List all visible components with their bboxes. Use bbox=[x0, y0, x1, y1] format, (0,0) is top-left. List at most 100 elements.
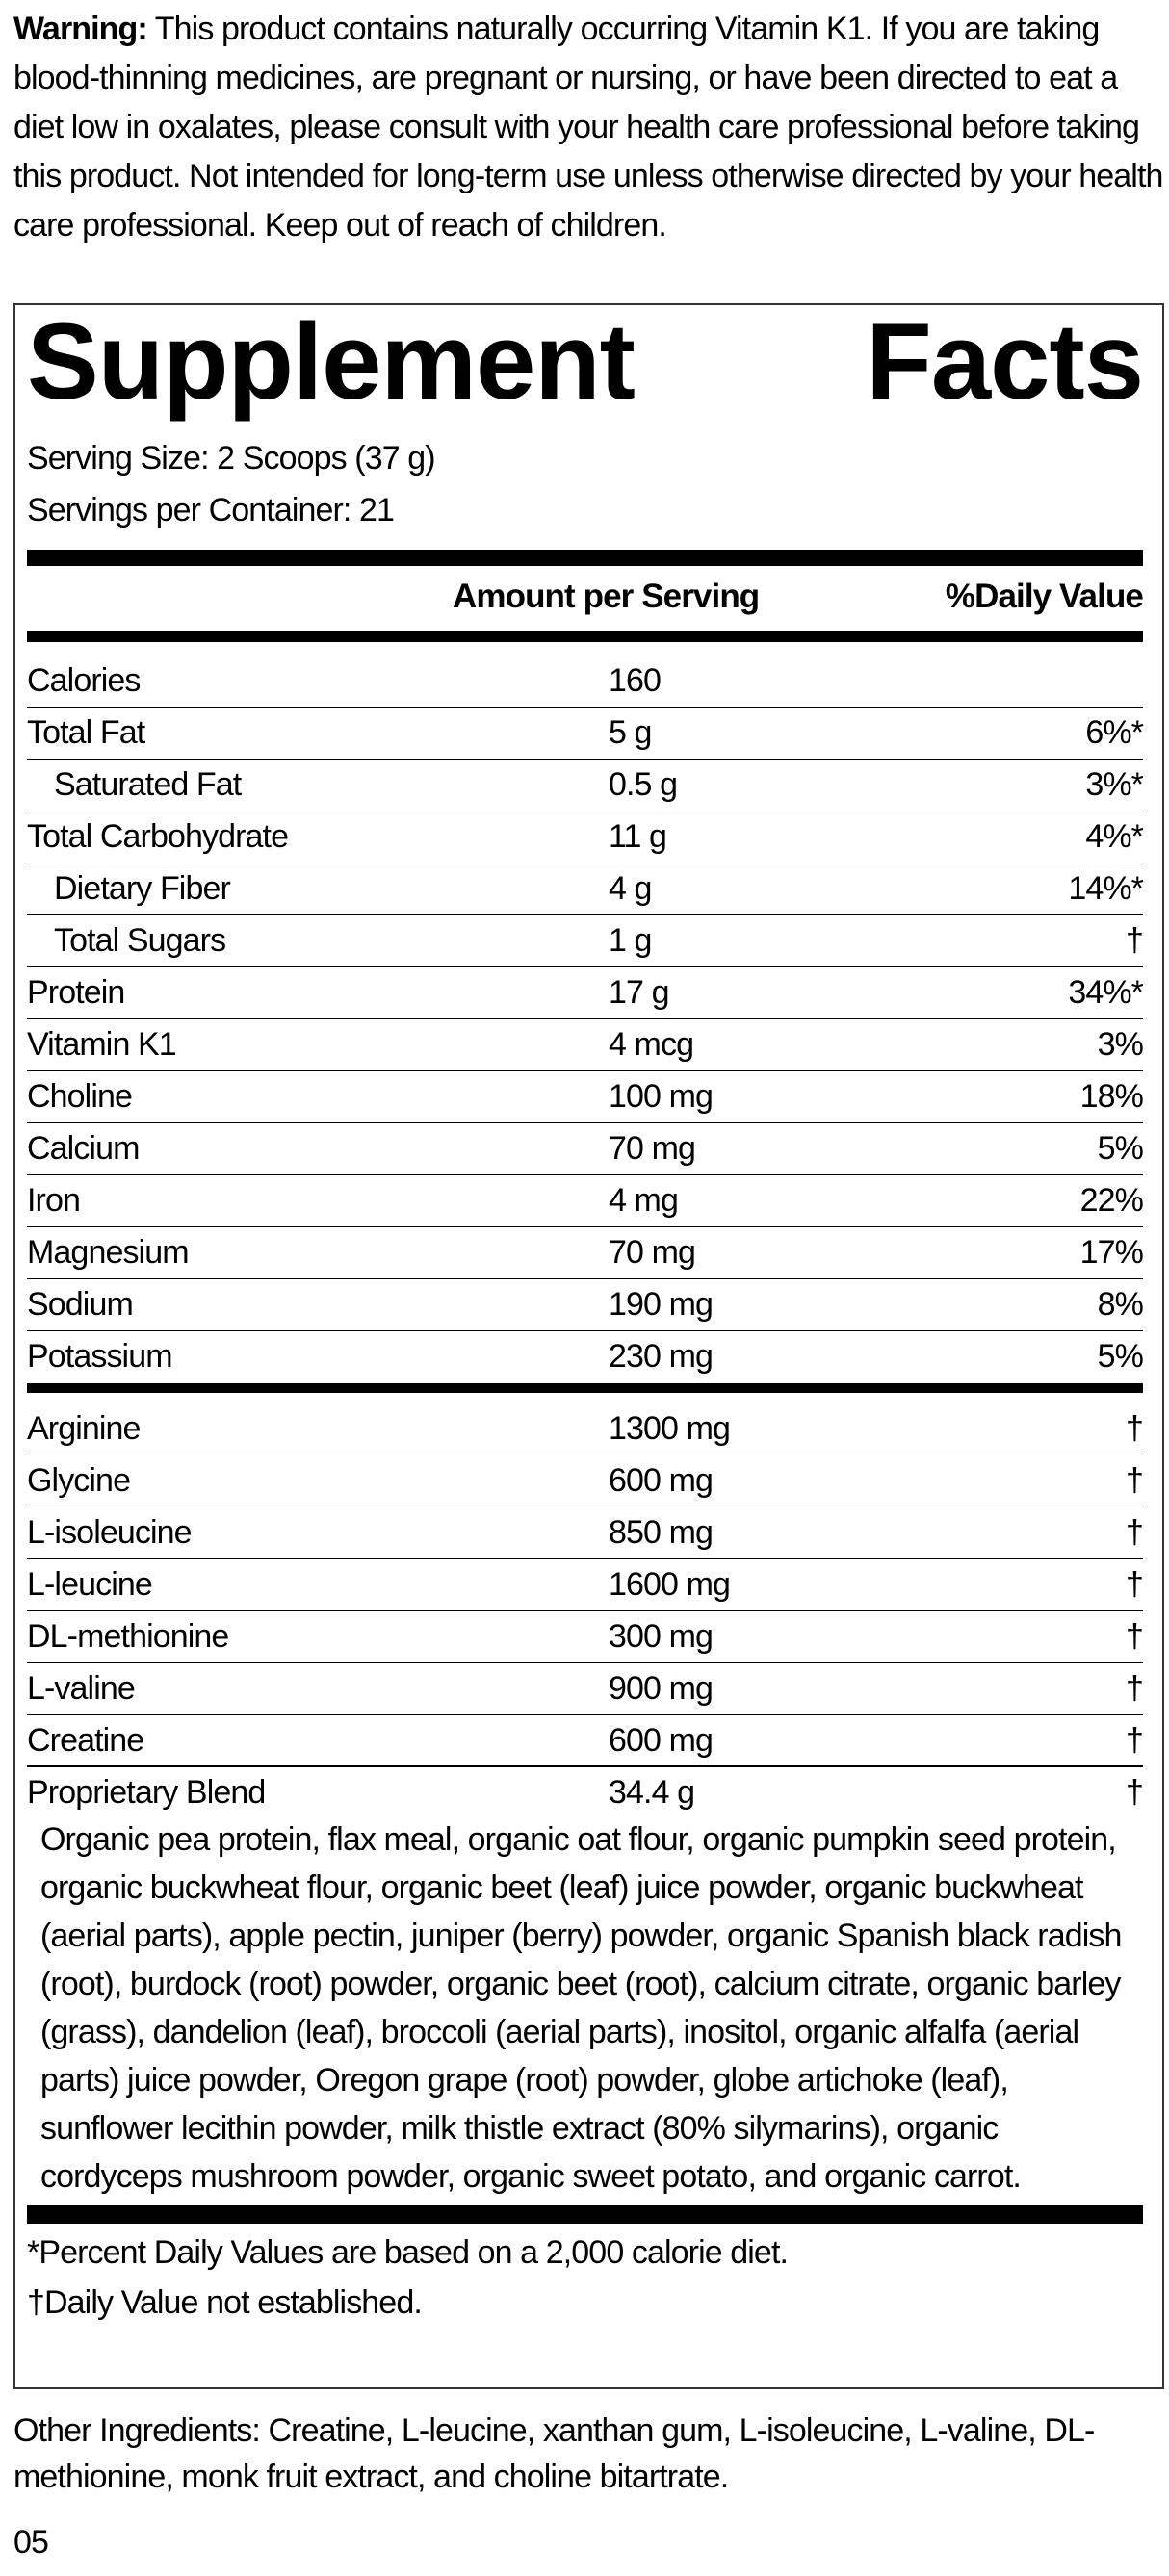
table-row: Iron 4 mg 22% bbox=[27, 1175, 1144, 1227]
nutrient-name: Vitamin K1 bbox=[27, 1026, 177, 1063]
nutrient-daily-value: † bbox=[1125, 1462, 1144, 1499]
nutrient-name: Magnesium bbox=[27, 1234, 190, 1271]
table-row: Total Fat 5 g 6%* bbox=[27, 708, 1144, 760]
nutrient-amount: 300 mg bbox=[609, 1618, 714, 1655]
nutrient-daily-value: 17% bbox=[1079, 1234, 1144, 1271]
nutrient-amount: 70 mg bbox=[609, 1130, 696, 1167]
nutrient-rows: Calories 160 Total Fat 5 g 6%* Saturated Fat 0… bbox=[27, 656, 1144, 1383]
table-row: Total Sugars 1 g † bbox=[27, 915, 1144, 967]
nutrient-daily-value: † bbox=[1125, 1722, 1144, 1759]
nutrient-daily-value: 4%* bbox=[1085, 818, 1144, 855]
nutrient-amount: 230 mg bbox=[609, 1338, 714, 1375]
blend-dv: † bbox=[1125, 1774, 1144, 1811]
nutrient-name: L-isoleucine bbox=[27, 1514, 193, 1551]
nutrient-daily-value: 5% bbox=[1097, 1130, 1144, 1167]
warning-body: This product contains naturally occurrin… bbox=[13, 11, 1163, 244]
nutrient-amount: 0.5 g bbox=[609, 766, 678, 803]
panel-title: Supplement Facts bbox=[27, 301, 1144, 422]
nutrient-daily-value: 3%* bbox=[1085, 766, 1144, 803]
blend-amount: 34.4 g bbox=[609, 1774, 695, 1811]
nutrient-daily-value: † bbox=[1125, 1410, 1144, 1447]
blend-ingredients: Organic pea protein, flax meal, organic … bbox=[40, 1821, 1122, 2195]
nutrient-amount: 600 mg bbox=[609, 1722, 714, 1759]
nutrient-daily-value: † bbox=[1125, 1514, 1144, 1551]
serving-size: Serving Size: 2 Scoops (37 g) bbox=[27, 440, 436, 477]
table-header: Amount per Serving %Daily Value bbox=[27, 571, 1144, 623]
table-row: Sodium 190 mg 8% bbox=[27, 1279, 1144, 1331]
nutrient-daily-value: † bbox=[1125, 1566, 1144, 1603]
nutrient-amount: 600 mg bbox=[609, 1462, 714, 1499]
amino-acid-rows: Arginine 1300 mg † Glycine 600 mg † L-isoleuci… bbox=[27, 1404, 1144, 1767]
table-row: Arginine 1300 mg † bbox=[27, 1404, 1144, 1455]
table-row: Vitamin K1 4 mcg 3% bbox=[27, 1019, 1144, 1071]
nutrient-name: Iron bbox=[27, 1182, 81, 1219]
nutrient-amount: 850 mg bbox=[609, 1514, 714, 1551]
nutrient-name: Protein bbox=[27, 974, 125, 1011]
nutrient-amount: 100 mg bbox=[609, 1078, 714, 1115]
nutrient-daily-value: 22% bbox=[1079, 1182, 1144, 1219]
table-row: Dietary Fiber 4 g 14%* bbox=[27, 863, 1144, 915]
nutrient-name: Sodium bbox=[27, 1286, 134, 1323]
nutrient-amount: 1600 mg bbox=[609, 1566, 731, 1603]
table-row: Protein 17 g 34%* bbox=[27, 967, 1144, 1019]
table-row: Choline 100 mg 18% bbox=[27, 1071, 1144, 1123]
other-ingredients: Other Ingredients: Creatine, L-leucine, … bbox=[13, 2412, 1095, 2495]
nutrient-daily-value: † bbox=[1125, 922, 1144, 959]
warning-text: Warning: This product contains naturally… bbox=[13, 5, 1164, 250]
nutrient-name: Dietary Fiber bbox=[54, 870, 231, 907]
header-amount: Amount per Serving bbox=[453, 578, 760, 615]
divider-thick bbox=[27, 631, 1143, 642]
table-row: Glycine 600 mg † bbox=[27, 1455, 1144, 1507]
nutrient-amount: 160 bbox=[609, 662, 662, 699]
nutrient-daily-value: 18% bbox=[1079, 1078, 1144, 1115]
nutrient-amount: 190 mg bbox=[609, 1286, 714, 1323]
nutrient-amount: 900 mg bbox=[609, 1670, 714, 1707]
nutrient-name: Potassium bbox=[27, 1338, 173, 1375]
footnote-daily-values: *Percent Daily Values are based on a 2,0… bbox=[27, 2234, 789, 2271]
nutrient-name: Calcium bbox=[27, 1130, 140, 1167]
title-word-1: Supplement bbox=[27, 301, 636, 422]
nutrient-name: Total Fat bbox=[27, 714, 145, 751]
nutrient-amount: 5 g bbox=[609, 714, 652, 751]
header-daily-value: %Daily Value bbox=[945, 578, 1144, 615]
nutrient-daily-value: † bbox=[1125, 1670, 1144, 1707]
table-row: L-leucine 1600 mg † bbox=[27, 1559, 1144, 1611]
nutrient-daily-value: 5% bbox=[1097, 1338, 1144, 1375]
table-row: DL-methionine 300 mg † bbox=[27, 1611, 1144, 1663]
nutrient-daily-value: 3% bbox=[1097, 1026, 1144, 1063]
nutrient-name: Arginine bbox=[27, 1410, 141, 1447]
product-code: 05 bbox=[13, 2524, 49, 2561]
nutrient-daily-value: 6%* bbox=[1085, 714, 1144, 751]
servings-per-container: Servings per Container: 21 bbox=[27, 492, 395, 528]
divider-thick bbox=[27, 1383, 1143, 1393]
nutrient-name: Total Sugars bbox=[54, 922, 226, 959]
nutrient-name: Creatine bbox=[27, 1722, 144, 1759]
nutrient-amount: 17 g bbox=[609, 974, 669, 1011]
table-row: Saturated Fat 0.5 g 3%* bbox=[27, 760, 1144, 811]
nutrient-daily-value: 14%* bbox=[1068, 870, 1144, 907]
divider-thick bbox=[27, 2205, 1143, 2224]
table-row: Magnesium 70 mg 17% bbox=[27, 1227, 1144, 1279]
nutrient-amount: 4 mcg bbox=[609, 1026, 694, 1063]
table-row: L-valine 900 mg † bbox=[27, 1663, 1144, 1715]
footnote-not-established: †Daily Value not established. bbox=[27, 2284, 423, 2321]
warning-label: Warning: bbox=[13, 11, 148, 47]
nutrient-amount: 11 g bbox=[609, 818, 667, 855]
nutrient-name: Total Carbohydrate bbox=[27, 818, 289, 855]
table-row: Calories 160 bbox=[27, 656, 1143, 708]
table-row: Potassium 230 mg 5% bbox=[27, 1331, 1144, 1383]
nutrient-name: Choline bbox=[27, 1078, 133, 1115]
supplement-facts-panel: Supplement Facts Serving Size: 2 Scoops … bbox=[13, 303, 1164, 2389]
nutrient-name: DL-methionine bbox=[27, 1618, 229, 1655]
nutrient-name: L-leucine bbox=[27, 1566, 153, 1603]
table-row: Calcium 70 mg 5% bbox=[27, 1123, 1144, 1175]
divider-thick bbox=[27, 550, 1143, 566]
nutrient-amount: 4 mg bbox=[609, 1182, 679, 1219]
nutrient-name: Glycine bbox=[27, 1462, 131, 1499]
table-row: Creatine 600 mg † bbox=[27, 1715, 1144, 1767]
nutrient-amount: 1300 mg bbox=[609, 1410, 731, 1447]
nutrient-daily-value: † bbox=[1125, 1618, 1144, 1655]
nutrient-name: L-valine bbox=[27, 1670, 136, 1707]
table-row: Total Carbohydrate 11 g 4%* bbox=[27, 811, 1144, 863]
blend-name: Proprietary Blend bbox=[27, 1774, 266, 1811]
